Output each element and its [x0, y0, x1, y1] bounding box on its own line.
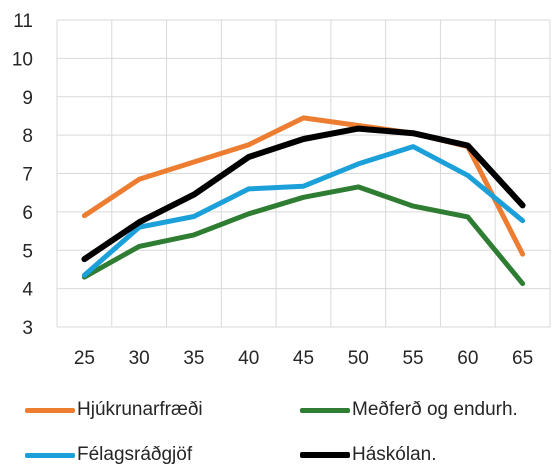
x-tick-label: 40 — [238, 348, 259, 369]
gridlines — [56, 19, 551, 328]
y-axis-ticks: 3 4 5 6 7 8 9 10 11 — [12, 11, 34, 339]
x-tick-label: 25 — [74, 348, 95, 369]
y-tick-label: 3 — [22, 318, 33, 339]
series-line — [81, 144, 526, 278]
y-tick-label: 5 — [22, 241, 33, 262]
series-line — [81, 125, 526, 263]
y-tick-label: 10 — [12, 49, 33, 70]
y-tick-label: 7 — [22, 165, 33, 186]
x-axis-ticks: 25 30 35 40 45 50 55 60 65 — [74, 348, 533, 369]
x-tick-label: 35 — [183, 348, 204, 369]
y-tick-label: 9 — [22, 88, 33, 109]
x-tick-label: 55 — [402, 348, 423, 369]
x-tick-label: 50 — [348, 348, 369, 369]
y-tick-label: 11 — [13, 11, 33, 32]
series-line — [81, 184, 526, 287]
x-tick-label: 30 — [129, 348, 150, 369]
x-tick-label: 60 — [457, 348, 478, 369]
x-tick-label: 45 — [293, 348, 314, 369]
x-tick-label: 65 — [512, 348, 533, 369]
y-tick-label: 4 — [22, 280, 33, 301]
y-tick-label: 6 — [22, 203, 33, 224]
y-tick-label: 8 — [22, 126, 33, 147]
series-lines — [81, 115, 526, 287]
